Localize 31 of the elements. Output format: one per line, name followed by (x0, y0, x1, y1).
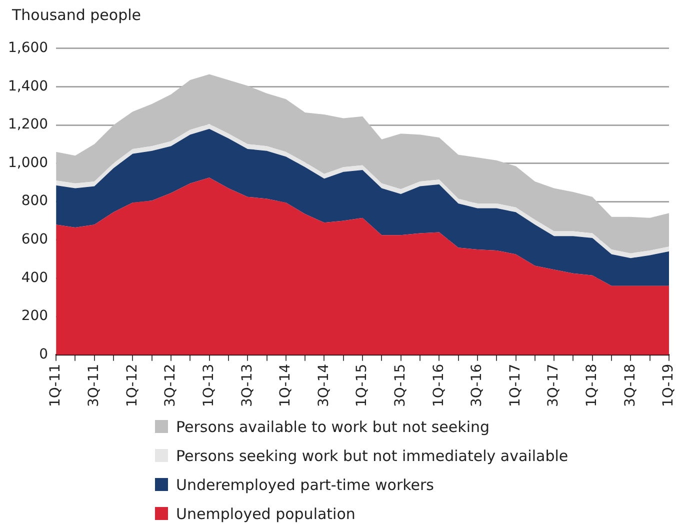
legend-label: Underemployed part-time workers (176, 476, 434, 494)
x-tick-label: 1Q-17 (507, 364, 524, 408)
x-tick-label: 1Q-18 (584, 364, 600, 408)
x-tick-label: 3Q-18 (622, 364, 638, 408)
x-tick-label: 3Q-16 (469, 364, 486, 408)
y-tick-label: 0 (39, 346, 48, 362)
y-tick-label: 1,000 (8, 154, 48, 171)
y-tick-label: 1,200 (8, 116, 48, 133)
legend-label: Persons available to work but not seeking (176, 418, 490, 436)
y-tick-label: 1,600 (8, 40, 48, 56)
y-tick-label: 800 (21, 193, 48, 210)
x-tick-label: 1Q-11 (48, 364, 64, 408)
x-tick-label: 1Q-13 (200, 364, 217, 408)
x-tick-label: 3Q-15 (392, 364, 408, 408)
x-tick-label: 1Q-16 (430, 364, 447, 408)
x-tick-label: 3Q-12 (162, 364, 179, 408)
legend-label: Unemployed population (176, 504, 356, 522)
x-tick-label: 1Q-12 (124, 364, 140, 408)
x-tick-label: 3Q-17 (546, 364, 562, 408)
x-tick-label: 3Q-11 (86, 364, 102, 408)
x-tick-label: 1Q-19 (660, 364, 677, 408)
y-tick-label: 600 (21, 232, 48, 248)
legend-label: Persons seeking work but not immediately available (176, 446, 568, 464)
y-tick-label: 1,400 (8, 78, 48, 94)
y-tick-label: 200 (21, 308, 48, 324)
y-tick-label: 400 (21, 270, 48, 286)
x-tick-label: 1Q-15 (354, 364, 370, 408)
x-tick-label: 3Q-14 (316, 364, 332, 408)
x-tick-label: 1Q-14 (278, 364, 294, 408)
y-axis-title: Thousand people (11, 5, 142, 26)
x-tick-label: 3Q-13 (239, 364, 256, 408)
